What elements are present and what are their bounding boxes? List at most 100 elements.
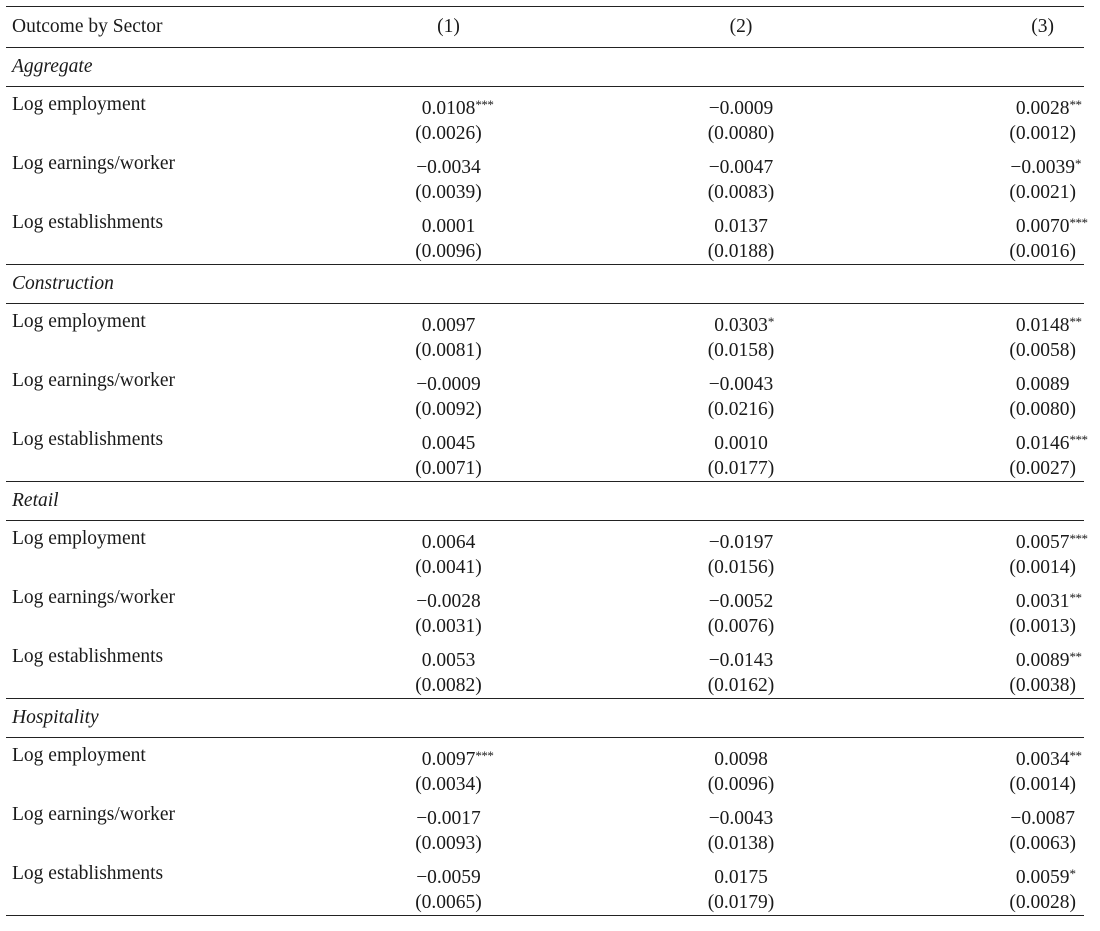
table-row: Log earnings/worker −0.0009 (0.0092) −0.004… <box>6 363 1084 422</box>
estimate-cell-col-1: 0.0097*** (0.0034) <box>331 738 566 798</box>
outcome-label: Log employment <box>12 528 146 549</box>
standard-error: (0.0216) <box>707 399 775 420</box>
estimate-cell-col-2: −0.0047 (0.0083) <box>566 146 916 205</box>
estimate-cell-col-1: 0.0045 (0.0071) <box>331 422 566 482</box>
estimate-stack: −0.0043 (0.0138) <box>708 802 775 856</box>
estimate-stack: 0.0175 (0.0179) <box>708 861 775 915</box>
standard-error: (0.0026) <box>415 123 482 144</box>
coefficient-line: 0.0089 <box>1009 368 1076 397</box>
table-row: Log earnings/worker −0.0034 (0.0039) −0.004… <box>6 146 1084 205</box>
estimate-cell-col-2: 0.0175 (0.0179) <box>566 856 916 916</box>
coefficient-line: 0.0148** <box>1009 309 1088 338</box>
coefficient: −0.0039 <box>1010 157 1075 178</box>
estimate-cell-col-2: 0.0098 (0.0096) <box>566 738 916 798</box>
regression-table-container: Outcome by Sector (1) (2) (3) Aggregate L… <box>6 6 1088 916</box>
sector-name: Construction <box>6 264 1084 304</box>
standard-error: (0.0177) <box>707 458 775 479</box>
coefficient: 0.0089 <box>1015 374 1070 395</box>
estimate-cell-col-1: −0.0034 (0.0039) <box>331 146 566 205</box>
estimate-stack: −0.0087 (0.0063) <box>1009 802 1076 856</box>
coefficient: 0.0137 <box>714 216 768 237</box>
coefficient-line: 0.0045 <box>415 427 482 456</box>
estimate-cell-col-2: 0.0137 (0.0188) <box>566 205 916 265</box>
estimate-stack: −0.0028 (0.0031) <box>415 585 482 639</box>
standard-error: (0.0027) <box>1009 458 1076 479</box>
estimate-stack: 0.0059* (0.0028) <box>1009 861 1076 915</box>
coefficient-line: 0.0059* <box>1009 861 1082 890</box>
coefficient-line: 0.0064 <box>415 526 482 555</box>
standard-error: (0.0058) <box>1009 340 1076 361</box>
coefficient-line: −0.0028 <box>415 585 482 614</box>
standard-error: (0.0082) <box>415 675 482 696</box>
table-row: Log earnings/worker −0.0028 (0.0031) −0.005… <box>6 580 1084 639</box>
sector-header-row: Aggregate <box>6 47 1084 87</box>
coefficient: 0.0097 <box>421 749 476 770</box>
sector-name: Retail <box>6 481 1084 521</box>
coefficient: −0.0017 <box>416 808 481 829</box>
estimate-cell-col-3: 0.0146*** (0.0027) <box>916 422 1088 482</box>
significance-stars: ** <box>1069 97 1083 112</box>
coefficient: 0.0059 <box>1015 867 1070 888</box>
coefficient: 0.0089 <box>1015 650 1070 671</box>
coefficient-line: 0.0146*** <box>1009 427 1094 456</box>
coefficient-line: 0.0010 <box>708 427 775 456</box>
estimate-cell-col-1: −0.0009 (0.0092) <box>331 363 566 422</box>
significance-stars: *** <box>1069 432 1089 447</box>
standard-error: (0.0031) <box>415 616 482 637</box>
significance-stars: ** <box>1069 649 1083 664</box>
estimate-cell-col-2: −0.0009 (0.0080) <box>566 87 916 147</box>
standard-error: (0.0138) <box>707 833 775 854</box>
coefficient: 0.0108 <box>421 98 476 119</box>
coefficient-line: −0.0039* <box>1009 151 1082 180</box>
standard-error: (0.0092) <box>415 399 482 420</box>
outcome-label: Log employment <box>12 311 146 332</box>
coefficient: 0.0031 <box>1015 591 1070 612</box>
coefficient: −0.0028 <box>416 591 481 612</box>
coefficient-line: 0.0098 <box>708 743 775 772</box>
significance-stars: *** <box>475 748 494 763</box>
estimate-stack: 0.0070*** (0.0016) <box>1009 210 1088 264</box>
standard-error: (0.0063) <box>1009 833 1076 854</box>
estimate-cell-col-3: 0.0057*** (0.0014) <box>916 521 1088 581</box>
standard-error: (0.0096) <box>415 241 482 262</box>
estimate-stack: 0.0089 (0.0080) <box>1009 368 1076 422</box>
coefficient-line: 0.0108*** <box>415 92 500 121</box>
estimate-cell-col-3: 0.0028** (0.0012) <box>916 87 1084 147</box>
sector-header-row: Hospitality <box>6 698 1084 738</box>
coefficient: −0.0043 <box>708 808 774 829</box>
coefficient: 0.0028 <box>1015 98 1070 119</box>
estimate-cell-col-1: 0.0001 (0.0096) <box>331 205 566 265</box>
coefficient-line: 0.0097 <box>415 309 482 338</box>
outcome-label: Log establishments <box>6 856 331 916</box>
coefficient-line: −0.0052 <box>708 585 775 614</box>
estimate-cell-col-3: 0.0034** (0.0014) <box>916 738 1084 798</box>
outcome-label: Log earnings/worker <box>12 587 175 608</box>
coefficient: −0.0047 <box>708 157 774 178</box>
coefficient-line: −0.0017 <box>415 802 482 831</box>
estimate-stack: 0.0053 (0.0082) <box>415 644 482 698</box>
standard-error: (0.0021) <box>1009 182 1076 203</box>
coefficient: −0.0043 <box>708 374 774 395</box>
sector-header-row: Construction <box>6 264 1084 304</box>
coefficient-line: 0.0028** <box>1009 92 1088 121</box>
regression-table: Outcome by Sector (1) (2) (3) Aggregate L… <box>6 6 1088 916</box>
sector-name: Hospitality <box>6 698 1084 738</box>
significance-stars: ** <box>1069 590 1083 605</box>
coefficient-line: 0.0001 <box>415 210 482 239</box>
standard-error: (0.0012) <box>1009 123 1076 144</box>
coefficient: 0.0097 <box>421 315 476 336</box>
significance-stars: * <box>767 314 775 329</box>
estimate-stack: 0.0028** (0.0012) <box>1009 92 1082 146</box>
outcome-label: Log establishments <box>12 212 164 233</box>
table-row: Log earnings/worker −0.0017 (0.0093) −0.004… <box>6 797 1084 856</box>
standard-error: (0.0179) <box>707 892 775 913</box>
coefficient: 0.0303 <box>714 315 768 336</box>
estimate-stack: 0.0098 (0.0096) <box>708 743 775 797</box>
coefficient: 0.0175 <box>714 867 768 888</box>
coefficient-line: 0.0175 <box>708 861 775 890</box>
standard-error: (0.0028) <box>1009 892 1076 913</box>
coefficient: −0.0009 <box>708 98 774 119</box>
estimate-cell-col-2: −0.0052 (0.0076) <box>566 580 916 639</box>
standard-error: (0.0016) <box>1009 241 1076 262</box>
standard-error: (0.0038) <box>1009 675 1076 696</box>
